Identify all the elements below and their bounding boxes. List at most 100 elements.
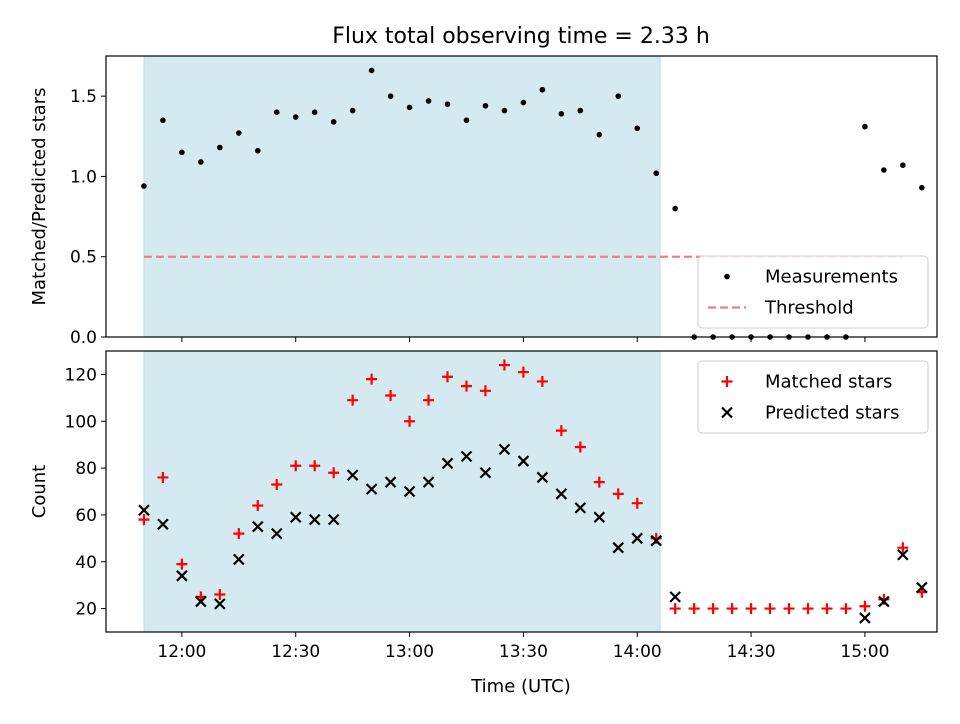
matched-stars-marker: [366, 373, 378, 385]
predicted-stars-marker: [878, 595, 890, 608]
top-panel: 0.0 0.5 1.0 1.5 Matched/Predicted stars Measu…: [29, 55, 938, 348]
matched-stars-marker: [555, 425, 567, 437]
predicted-stars-marker: [479, 466, 492, 479]
matched-stars-marker: [593, 476, 605, 488]
predicted-stars-marker: [214, 598, 226, 610]
measurements-marker: [862, 123, 868, 130]
measurements-marker: [444, 101, 451, 107]
legend-predicted-stars-swatch: [721, 406, 733, 419]
predicted-stars-marker: [327, 513, 340, 526]
matched-stars-marker: [574, 441, 586, 453]
predicted-stars-marker: [365, 483, 378, 495]
matched-stars-marker: [442, 371, 454, 383]
legend-label: Measurements: [765, 267, 898, 288]
y-axis-label: Count: [29, 465, 50, 518]
matched-stars-marker: [612, 488, 624, 500]
x-tick-label: 15:00: [840, 642, 889, 662]
measurements-marker: [919, 184, 925, 191]
matched-stars-marker: [536, 375, 548, 387]
matched-stars-marker: [176, 558, 188, 570]
matched-stars-marker: [138, 514, 150, 526]
legend-matched-stars-swatch: [721, 376, 733, 387]
predicted-stars-marker: [195, 595, 207, 608]
predicted-stars-marker: [233, 553, 245, 566]
y-tick-label: 0.5: [70, 248, 97, 268]
predicted-stars-marker: [176, 570, 188, 582]
matched-stars-marker: [271, 478, 283, 490]
y-tick-label: 60: [75, 506, 97, 526]
measurements-marker: [881, 167, 887, 173]
measurements-marker: [539, 86, 546, 93]
legend: Matched stars Predicted stars: [697, 360, 929, 434]
predicted-stars-marker: [460, 450, 473, 463]
x-tick-label: 13:00: [385, 642, 434, 662]
predicted-stars-marker: [517, 455, 530, 467]
measurements-marker: [179, 149, 185, 156]
predicted-stars-marker: [346, 469, 359, 481]
matched-stars-marker: [783, 603, 795, 615]
measurements-marker: [482, 102, 489, 109]
predicted-stars-marker: [669, 591, 681, 603]
measurements-marker: [236, 130, 242, 136]
predicted-stars-marker: [270, 527, 283, 540]
predicted-stars-marker: [650, 534, 662, 547]
y-tick-label: 0.0: [70, 328, 97, 348]
matched-stars-marker: [404, 415, 416, 427]
predicted-stars-marker: [612, 541, 625, 554]
y-tick-label: 120: [65, 365, 97, 385]
predicted-stars-marker: [897, 548, 909, 561]
matched-stars-marker: [423, 394, 435, 406]
y-tick-label: 1.5: [70, 87, 97, 107]
shaded-region: [143, 55, 661, 338]
measurements-marker: [198, 159, 204, 165]
figure-title: Flux total observing time = 2.33 h: [332, 24, 710, 49]
x-tick-label: 13:30: [499, 642, 548, 662]
measurements-marker: [520, 99, 527, 106]
matched-stars-marker: [347, 394, 359, 406]
matched-stars-marker: [290, 460, 302, 472]
legend-box: [697, 255, 929, 329]
measurements-marker: [141, 183, 147, 189]
measurements-marker: [558, 111, 565, 117]
measurements-marker: [634, 125, 641, 132]
predicted-stars-marker: [422, 476, 435, 488]
y-axis-label: Matched/Predicted stars: [29, 88, 50, 306]
predicted-stars-marker: [498, 443, 511, 456]
measurements-marker: [501, 107, 508, 114]
matched-stars-marker: [157, 471, 169, 483]
measurements-marker: [254, 147, 261, 154]
measurements-marker: [653, 170, 660, 177]
matched-stars-marker: [802, 603, 814, 615]
matched-stars-marker: [328, 467, 340, 479]
predicted-stars-marker: [574, 502, 587, 514]
x-tick-label: 12:00: [157, 642, 206, 662]
predicted-stars-marker: [859, 612, 871, 624]
predicted-stars-marker: [555, 488, 568, 500]
y-tick-label: 1.0: [70, 167, 97, 187]
measurements-marker: [615, 93, 622, 99]
measurements-marker: [273, 109, 280, 115]
measurements-marker: [368, 67, 375, 74]
predicted-stars-marker: [289, 511, 302, 524]
measurements-marker: [900, 162, 906, 168]
measurements-marker: [330, 119, 337, 125]
matched-stars-marker: [897, 542, 909, 554]
measurements-marker: [160, 117, 166, 124]
predicted-stars-marker: [157, 518, 169, 531]
measurements-marker: [311, 109, 318, 115]
matched-stars-marker: [840, 603, 852, 615]
axes-frame: [105, 55, 938, 338]
measurements-marker: [672, 205, 678, 212]
measurements-marker: [596, 131, 603, 138]
measurements-marker: [349, 107, 356, 114]
y-tick-label: 80: [75, 459, 97, 479]
matched-stars-marker: [631, 497, 643, 509]
predicted-stars-marker: [441, 457, 454, 470]
predicted-stars-marker: [593, 511, 606, 524]
x-tick-label: 14:00: [613, 642, 662, 662]
matched-stars-marker: [821, 603, 833, 615]
x-tick-label: 14:30: [727, 642, 776, 662]
legend-label: Predicted stars: [765, 403, 899, 424]
matched-stars-marker: [252, 500, 264, 512]
predicted-stars-marker: [308, 513, 321, 526]
